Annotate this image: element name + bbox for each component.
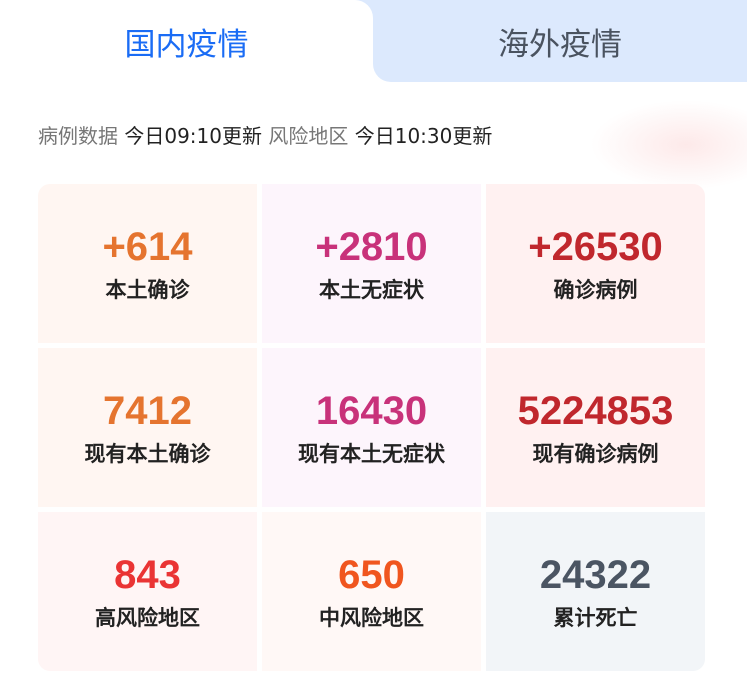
stat-label: 现有本土无症状 [298,441,445,466]
decoration [590,100,747,190]
case-update-time: 今日09:10更新 [124,124,262,148]
stat-card[interactable]: 7412 现有本土确诊 [38,348,257,507]
stat-label: 确诊病例 [553,277,638,302]
stat-value: 7412 [103,388,192,433]
stat-label: 现有本土确诊 [84,441,211,466]
stat-card[interactable]: +2810 本土无症状 [262,184,481,343]
update-info: 病例数据 今日09:10更新 风险地区 今日10:30更新 [38,120,492,149]
stat-label: 中风险地区 [319,605,424,630]
stat-value: 843 [114,552,181,597]
case-data-label: 病例数据 [38,124,118,148]
tab-overseas[interactable]: 海外疫情 [373,0,747,82]
stat-label: 本土确诊 [105,277,190,302]
risk-area-label: 风险地区 [268,124,349,148]
stat-label: 现有确诊病例 [532,441,659,466]
stat-label: 本土无症状 [319,277,424,302]
stat-card[interactable]: +26530 确诊病例 [486,184,705,343]
tab-domestic[interactable]: 国内疫情 [0,0,373,82]
tab-bar: 国内疫情 海外疫情 [0,0,747,82]
stats-grid: +614 本土确诊 +2810 本土无症状 +26530 确诊病例 7412 现有本土确诊 16… [38,184,705,671]
stat-label: 高风险地区 [95,605,200,630]
stat-label: 累计死亡 [553,605,638,630]
risk-update-time: 今日10:30更新 [354,124,493,148]
stat-card[interactable]: 5224853 现有确诊病例 [486,348,705,507]
stat-value: +26530 [528,224,663,269]
stat-value: 5224853 [517,388,674,433]
stat-card[interactable]: 16430 现有本土无症状 [262,348,481,507]
stat-card[interactable]: 650 中风险地区 [262,512,481,671]
stat-card[interactable]: 24322 累计死亡 [486,512,705,671]
stat-value: 16430 [315,388,428,433]
stat-card[interactable]: 843 高风险地区 [38,512,257,671]
stat-value: +2810 [315,224,428,269]
stat-value: 650 [338,552,405,597]
stat-value: 24322 [539,552,652,597]
stat-card[interactable]: +614 本土确诊 [38,184,257,343]
stat-value: +614 [102,224,193,269]
